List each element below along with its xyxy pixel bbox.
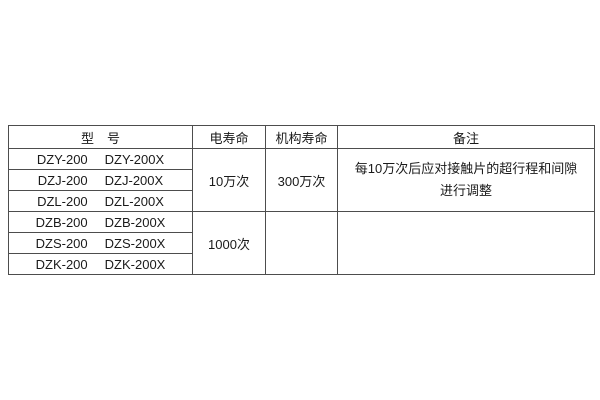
model-pair: DZK-200 DZK-200X [10,256,192,272]
electrical-life-cell: 10万次 [192,148,266,212]
mechanical-life-cell: 300万次 [265,148,338,212]
remark-line: 进行调整 [439,183,492,198]
model-name: DZS-200X [104,235,166,251]
model-pair: DZB-200 DZB-200X [10,214,192,230]
column-header-remark: 备注 [337,125,595,149]
model-name: DZJ-200X [104,172,164,188]
model-cell: DZS-200 DZS-200X [8,232,193,254]
electrical-life-cell: 1000次 [192,211,266,275]
table-row: DZK-200 DZK-200X [8,253,595,275]
table-row: DZJ-200 DZJ-200X [8,169,595,191]
mechanical-life-cell [265,211,338,275]
model-name: DZL-200X [104,193,164,209]
model-name: DZS-200 [35,235,88,251]
column-header-electrical-life: 电寿命 [192,125,266,149]
model-name: DZB-200 [35,214,88,230]
model-cell: DZL-200 DZL-200X [8,190,193,212]
table-row: DZY-200 DZY-200X 10万次 300万次 每10万次后应对接触片的… [8,148,595,212]
table-row: DZL-200 DZL-200X [8,190,595,212]
model-name: DZB-200X [104,214,166,230]
model-pair: DZS-200 DZS-200X [10,235,192,251]
relay-spec-table: 型 号 电寿命 机构寿命 备注 DZY-200 DZY-200X 10万次 30… [8,125,595,275]
model-cell: DZJ-200 DZJ-200X [8,169,193,191]
model-name: DZK-200 [35,256,88,272]
model-name: DZK-200X [104,256,166,272]
spec-table-container: 型 号 电寿命 机构寿命 备注 DZY-200 DZY-200X 10万次 30… [8,125,595,275]
model-name: DZY-200 [36,151,88,167]
model-name: DZJ-200 [37,172,88,188]
model-pair: DZY-200 DZY-200X [10,151,192,167]
model-pair: DZL-200 DZL-200X [10,193,192,209]
model-name: DZY-200X [104,151,165,167]
header-row: 型 号 电寿命 机构寿命 备注 [8,125,595,149]
remark-cell [337,211,595,275]
model-pair: DZJ-200 DZJ-200X [10,172,192,188]
model-cell: DZY-200 DZY-200X [8,148,193,170]
table-row: DZB-200 DZB-200X 1000次 [8,211,595,275]
model-name: DZL-200 [37,193,88,209]
column-header-model: 型 号 [8,125,193,149]
remark-cell: 每10万次后应对接触片的超行程和间隙 进行调整 [337,148,595,212]
model-cell: DZB-200 DZB-200X [8,211,193,233]
column-header-mechanical-life: 机构寿命 [265,125,338,149]
remark-line: 每10万次后应对接触片的超行程和间隙 [354,161,578,176]
model-cell: DZK-200 DZK-200X [8,253,193,275]
